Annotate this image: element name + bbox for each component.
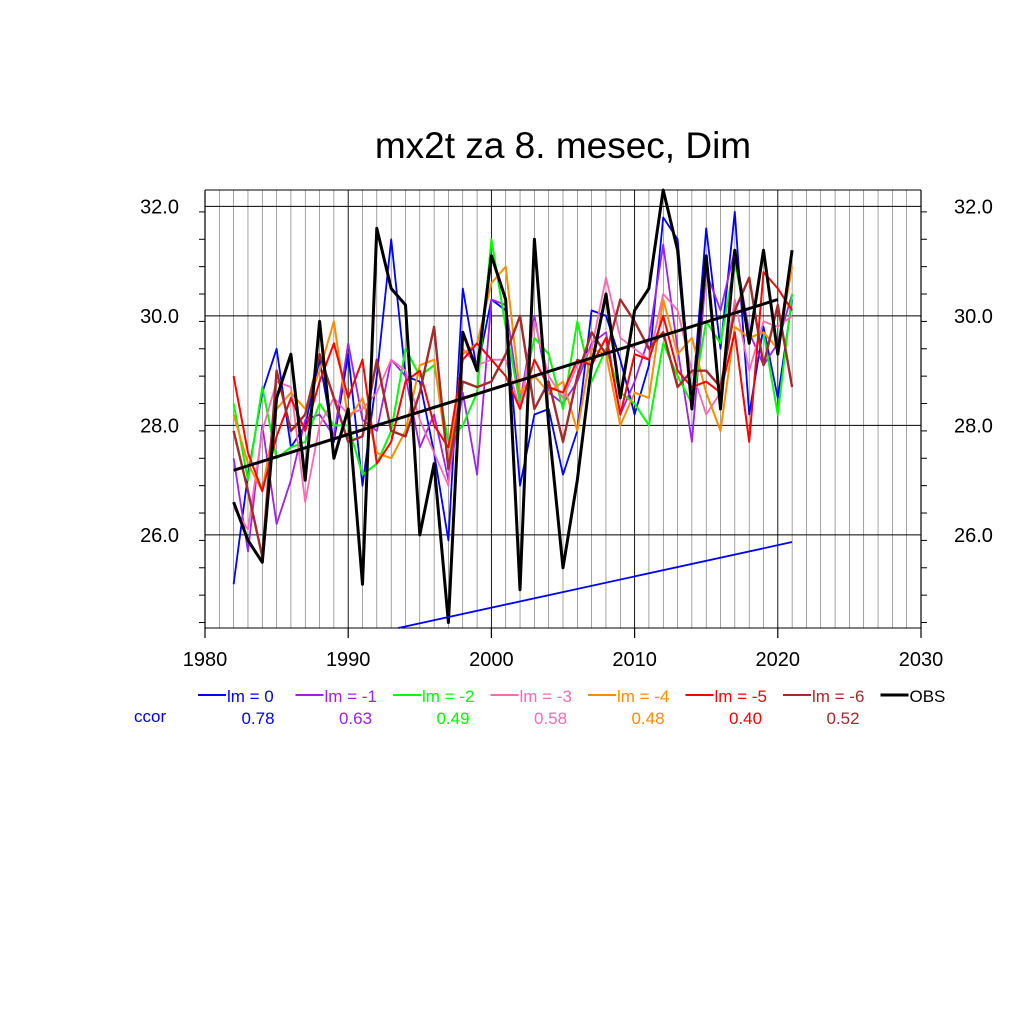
legend: lm = 0 0.78 lm = -1 0.63 lm = -2 0.49 lm = -3 0… [134, 687, 945, 728]
series-line-lm-3 [232, 276, 793, 531]
ccor-value: 0.40 [729, 709, 762, 728]
series-line-lm-5 [232, 271, 793, 493]
x-tick-label: 2030 [899, 649, 944, 671]
ccor-value: 0.49 [436, 709, 469, 728]
plot-frame [204, 190, 922, 628]
ccor-value: 0.58 [534, 709, 567, 728]
legend-label: lm = -1 [325, 687, 377, 706]
trend-line-obs-trend [233, 298, 779, 472]
ccor-value: 0.63 [339, 709, 372, 728]
y-tick-label-right: 32.0 [954, 196, 993, 218]
legend-label: lm = -2 [422, 687, 474, 706]
y-tick-label-right: 26.0 [954, 525, 993, 547]
series-line-obs [232, 188, 794, 624]
chart-title: mx2t za 8. mesec, Dim [375, 125, 751, 166]
legend-label: lm = -6 [812, 687, 864, 706]
series-group [232, 188, 794, 629]
y-tick-label-left: 30.0 [140, 306, 179, 328]
y-tick-label-right: 30.0 [954, 306, 993, 328]
legend-label: lm = -5 [715, 687, 767, 706]
legend-label: lm = -4 [617, 687, 669, 706]
ccor-label: ccor [134, 707, 166, 726]
trend-line-blue-trend [398, 541, 793, 629]
x-tick-label: 2010 [612, 649, 657, 671]
x-tick-label: 2020 [756, 649, 801, 671]
ccor-value: 0.48 [631, 709, 664, 728]
y-tick-label-left: 32.0 [140, 196, 179, 218]
y-tick-label-left: 28.0 [140, 415, 179, 437]
y-tick-label-left: 26.0 [140, 525, 179, 547]
legend-label: OBS [910, 687, 946, 706]
y-tick-label-right: 28.0 [954, 415, 993, 437]
series-line-lm-4 [232, 265, 794, 493]
legend-label: lm = -3 [520, 687, 572, 706]
x-tick-label: 1980 [183, 649, 228, 671]
ccor-value: 0.52 [826, 709, 859, 728]
x-tick-label: 1990 [326, 649, 371, 671]
axes: 1980 1990 2000 2010 2020 2030 26.0 26.0 28.0 28.0… [140, 196, 993, 671]
legend-label: lm = 0 [227, 687, 274, 706]
x-tick-label: 2000 [469, 649, 514, 671]
ccor-value: 0.78 [241, 709, 274, 728]
